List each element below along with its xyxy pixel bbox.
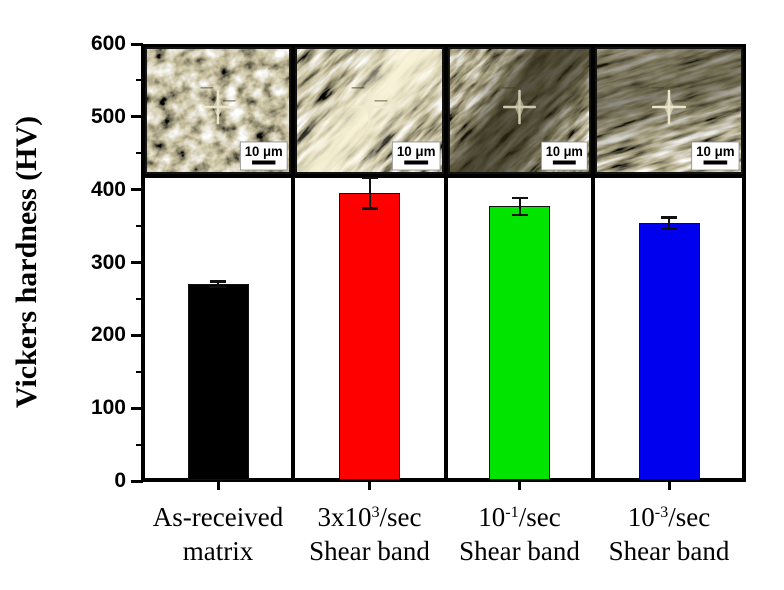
svg-text:10 μm: 10 μm [546,144,583,159]
micrograph-image: 10 μm [448,47,591,174]
x-tick [216,482,220,490]
indentation-mark [651,87,687,125]
x-tick [667,482,671,490]
panel-separator [444,44,448,482]
hardness-bar [638,223,700,480]
micrograph-band-divider [141,174,746,178]
x-category-label-line1: As-received [152,502,284,532]
svg-text:10 μm: 10 μm [397,144,436,159]
y-tick-label: 100 [90,396,126,420]
plot-frame-right [742,44,746,482]
y-axis-title: Vickers hardness (HV) [10,115,43,409]
y-minor-tick [136,297,143,300]
indentation-mark [200,87,236,125]
y-tick-label: 600 [90,32,126,55]
scale-bar: 10 μm [691,141,740,171]
micrograph-inset: 10 μm [595,47,743,174]
scale-bar: 10 μm [541,141,588,171]
error-bar-line [518,197,521,216]
plot-frame-top [141,44,746,48]
indentation-mark [502,87,537,125]
indentation-mark [351,87,388,125]
hardness-bar [489,206,550,480]
y-tick-label: 200 [90,323,126,347]
x-category-label-line2: Shear band [459,536,580,566]
error-bar-cap-bottom [511,213,528,217]
y-minor-tick [136,443,143,446]
x-category-label-line1: 10-1/sec [478,502,561,532]
y-tick-label: 500 [90,104,126,128]
panel-separator [291,44,295,482]
svg-text:10 μm: 10 μm [245,144,283,159]
hardness-bar [339,193,400,480]
y-major-tick [131,479,143,483]
micrograph-image: 10 μm [145,47,291,174]
error-bar-cap-bottom [361,207,378,210]
y-minor-tick [136,79,143,82]
y-major-tick [131,188,143,192]
panel-separator [591,44,595,482]
error-bar-line [668,217,670,229]
y-tick-label: 400 [90,177,126,201]
error-bar-line [217,281,219,288]
y-major-tick [131,406,143,410]
micrograph-image: 10 μm [595,47,743,174]
y-minor-tick [136,152,143,155]
error-bar-cap-top [511,196,528,200]
x-tick [368,482,371,490]
error-bar-cap-top [210,280,226,283]
y-minor-tick [136,370,143,373]
y-tick-label: 0 [114,469,126,492]
error-bar-line [368,178,371,209]
micrograph-inset: 10 μm [295,47,444,174]
y-major-tick [131,115,143,119]
x-category-label-line2: Shear band [309,536,430,566]
error-bar-cap-bottom [661,227,677,230]
y-major-tick [131,42,143,46]
error-bar-cap-bottom [210,285,226,289]
scale-bar: 10 μm [391,141,441,171]
x-category-label-line1: 10-3/sec [627,502,711,532]
x-category-label-line2: matrix [182,536,254,566]
y-major-tick [131,261,143,264]
error-bar-cap-top [361,177,378,180]
micrograph-image: 10 μm [295,47,444,174]
y-major-tick [131,333,143,337]
micrograph-inset: 10 μm [448,47,591,174]
micrograph-inset: 10 μm [145,47,291,174]
plot-frame-bottom [141,478,746,482]
svg-text:10 μm: 10 μm [696,144,735,159]
x-tick [518,482,521,490]
x-category-label-line1: 3x103/sec [317,502,422,532]
error-bar-cap-top [661,216,677,219]
y-minor-tick [136,225,143,228]
y-tick-label: 300 [90,250,126,274]
plot-frame-left [141,44,145,482]
scale-bar: 10 μm [239,141,288,171]
hardness-bar [187,284,249,480]
x-category-label-line2: Shear band [608,536,730,566]
